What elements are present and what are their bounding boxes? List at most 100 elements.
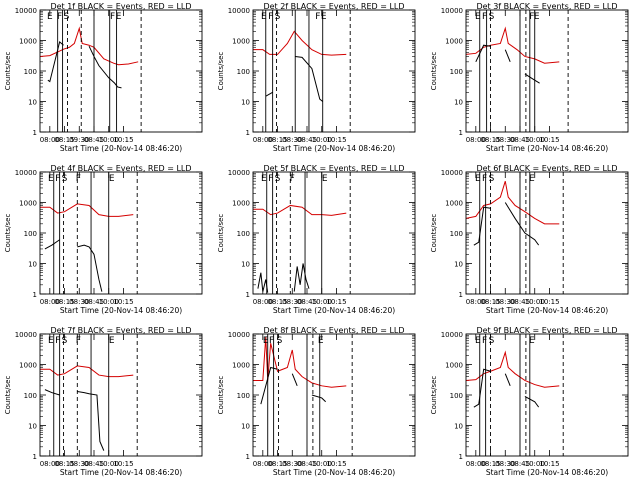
phase-letter: F: [290, 174, 295, 184]
x-tick-label: 08:00: [466, 460, 486, 468]
x-tick-label: 08:30: [282, 136, 302, 144]
y-tick-label: 1: [246, 129, 250, 137]
phase-letter: F: [57, 12, 62, 22]
y-tick-label: 10000: [441, 331, 463, 339]
events-series-line: [475, 44, 491, 63]
phase-letter: E: [48, 174, 54, 184]
x-axis-label: Start Time (20-Nov-14 08:46:20): [60, 144, 182, 153]
phase-letter: E: [263, 336, 269, 346]
plot-frame: [465, 9, 629, 133]
x-tick-label: 08:45: [510, 136, 530, 144]
phase-letter: F: [110, 12, 115, 22]
events-series-line: [293, 263, 310, 292]
x-tick-label: 10:15: [326, 298, 346, 306]
events-series-line: [44, 239, 60, 250]
panel-8: Det 8f BLACK = Events, RED = LLD Counts/s…: [217, 326, 416, 477]
y-tick-label: 10: [241, 423, 250, 431]
x-tick-label: 08:00: [40, 298, 60, 306]
events-series-line: [504, 373, 511, 387]
plot-frame: [252, 9, 416, 133]
phase-letter: F: [482, 174, 487, 184]
x-tick-label: 08:15: [480, 460, 500, 468]
x-tick-label: 08:30: [495, 298, 515, 306]
y-tick-label: 100: [450, 230, 463, 238]
x-tick-label: 08:15: [267, 298, 287, 306]
plot-frame: [39, 9, 203, 133]
panel-title: Det 2f BLACK = Events, RED = LLD: [263, 2, 404, 11]
y-tick-label: 100: [237, 230, 250, 238]
panel-title: Det 5f BLACK = Events, RED = LLD: [263, 164, 404, 173]
phase-letter: E: [475, 12, 481, 22]
x-tick-label: 08:45: [510, 298, 530, 306]
x-tick-label: 10:00: [99, 460, 119, 468]
x-tick-label: 08:15: [480, 298, 500, 306]
plot-frame: [252, 171, 416, 295]
events-series-line: [504, 202, 540, 246]
x-tick-label: 08:30: [495, 460, 515, 468]
panel-9: Det 9f BLACK = Events, RED = LLD Counts/s…: [430, 326, 629, 477]
phase-letter: F: [482, 12, 487, 22]
y-tick-label: 10000: [228, 331, 250, 339]
panel-title: Det 8f BLACK = Events, RED = LLD: [263, 326, 404, 335]
x-axis-label: Start Time (20-Nov-14 08:46:20): [273, 144, 395, 153]
x-tick-label: 08:45: [84, 136, 104, 144]
x-tick-label: 08:45: [84, 460, 104, 468]
x-tick-label: 10:00: [525, 460, 545, 468]
phase-letter: E: [529, 174, 535, 184]
x-tick-label: 10:00: [99, 298, 119, 306]
y-tick-label: 1: [246, 291, 250, 299]
phase-letter: S: [64, 12, 70, 22]
x-tick-label: 10:00: [525, 136, 545, 144]
phase-letter: F: [529, 12, 534, 22]
panel-6: Det 6f BLACK = Events, RED = LLD Counts/s…: [430, 164, 629, 315]
panel-1: Det 1f BLACK = Events, RED = LLD Counts/s…: [4, 2, 203, 153]
panel-title: Det 3f BLACK = Events, RED = LLD: [476, 2, 617, 11]
y-tick-label: 1000: [19, 362, 37, 370]
x-tick-label: 10:15: [539, 136, 559, 144]
events-series-line: [295, 55, 324, 102]
phase-letter: E: [261, 174, 267, 184]
y-tick-label: 1: [459, 453, 463, 461]
x-tick-label: 10:00: [312, 298, 332, 306]
x-tick-label: 08:15: [54, 298, 74, 306]
panel-title: Det 1f BLACK = Events, RED = LLD: [50, 2, 191, 11]
y-tick-label: 1: [33, 453, 37, 461]
x-tick-label: 08:45: [297, 136, 317, 144]
events-series-line: [260, 366, 278, 405]
x-tick-label: 10:00: [525, 298, 545, 306]
y-tick-label: 100: [450, 392, 463, 400]
x-tick-label: 10:00: [99, 136, 119, 144]
x-tick-label: 08:15: [54, 136, 74, 144]
x-tick-label: 08:45: [84, 298, 104, 306]
phase-letter: F: [76, 174, 81, 184]
phase-letter: E: [109, 174, 115, 184]
phase-letter: E: [322, 174, 328, 184]
y-tick-label: 100: [237, 392, 250, 400]
y-tick-label: 10000: [228, 169, 250, 177]
x-tick-label: 08:30: [495, 136, 515, 144]
x-tick-label: 10:15: [113, 460, 133, 468]
y-tick-label: 100: [24, 392, 37, 400]
phase-letter: F: [55, 174, 60, 184]
x-tick-label: 08:30: [69, 298, 89, 306]
y-axis-label: Counts/sec: [217, 376, 225, 415]
phase-letter: S: [275, 174, 281, 184]
events-series-line: [473, 368, 491, 408]
x-axis-label: Start Time (20-Nov-14 08:46:20): [486, 144, 608, 153]
panel-title: Det 7f BLACK = Events, RED = LLD: [50, 326, 191, 335]
events-series-line: [44, 389, 60, 396]
events-series-line: [257, 272, 269, 293]
events-series-line: [77, 244, 103, 292]
y-tick-label: 10: [28, 261, 37, 269]
phase-letter: E: [475, 336, 481, 346]
x-tick-label: 10:15: [326, 136, 346, 144]
plot-frame: [252, 333, 416, 457]
y-axis-label: Counts/sec: [430, 214, 438, 253]
